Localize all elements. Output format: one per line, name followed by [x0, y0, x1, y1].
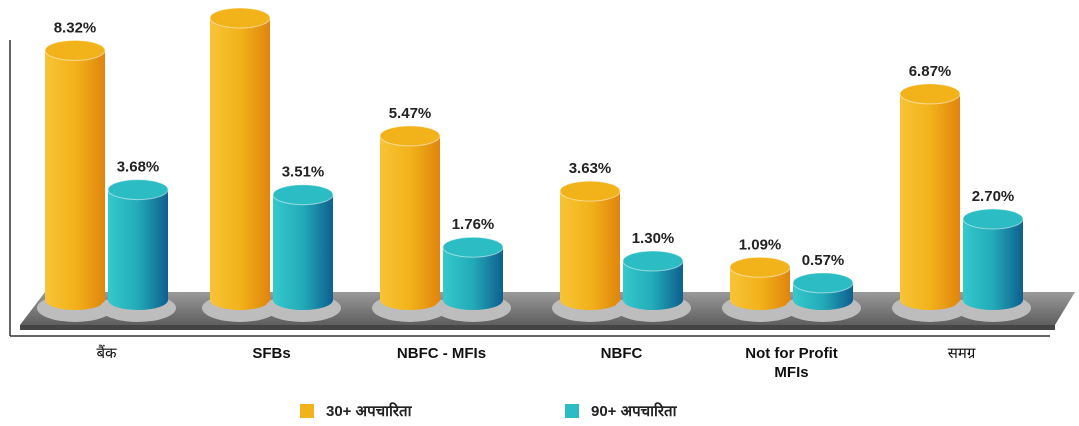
bar — [899, 83, 961, 310]
legend-label: 30+ अपचारिता — [326, 402, 413, 420]
bar-bottom — [793, 290, 853, 310]
value-label: 5.47% — [389, 105, 432, 122]
bar-top — [272, 184, 334, 206]
bar — [622, 250, 684, 310]
x-tick-label: Not for Profit MFIs — [745, 345, 838, 381]
bar — [44, 39, 106, 310]
x-tick-label: समग्र — [947, 345, 976, 362]
bar-bottom — [380, 290, 440, 310]
bar-bottom — [560, 290, 620, 310]
bar — [209, 7, 271, 310]
x-tick-label: NBFC - MFIs — [396, 345, 487, 362]
value-label: 0.57% — [802, 252, 845, 269]
bar-body — [900, 93, 960, 301]
value-label: 3.63% — [569, 160, 612, 177]
bar-body — [108, 189, 168, 300]
x-tick-label: NBFC — [600, 345, 643, 362]
bar — [379, 125, 441, 310]
bar-top — [107, 179, 169, 201]
bar-top — [44, 39, 106, 61]
bar — [559, 180, 621, 310]
x-tick-label: SFBs — [252, 345, 291, 362]
bar-bottom — [900, 290, 960, 310]
value-label: 8.32% — [54, 19, 97, 36]
value-label: 1.09% — [739, 236, 782, 253]
bar-bottom — [963, 290, 1023, 310]
bar-body — [963, 219, 1023, 300]
bar — [962, 208, 1024, 310]
bar-top — [379, 125, 441, 147]
bar-top — [442, 236, 504, 258]
x-tick-label: बैंक — [96, 345, 117, 362]
bar — [442, 236, 504, 310]
bar-bottom — [108, 290, 168, 310]
bar-body — [273, 194, 333, 300]
bar-body — [380, 135, 440, 300]
bar-top — [622, 250, 684, 272]
bar-bottom — [45, 290, 105, 310]
bar-bottom — [623, 290, 683, 310]
bar — [792, 272, 854, 310]
bar-body — [45, 50, 105, 301]
bar-bottom — [210, 290, 270, 310]
legend-label: 90+ अपचारिता — [591, 402, 678, 420]
value-label: 3.68% — [117, 159, 160, 176]
bar-top — [962, 208, 1024, 230]
bar-bottom — [273, 290, 333, 310]
bar-top — [559, 180, 621, 202]
legend-swatch — [300, 404, 314, 418]
value-label: 1.76% — [452, 216, 495, 233]
bar-bottom — [443, 290, 503, 310]
bar — [729, 256, 791, 310]
value-label: 6.87% — [909, 63, 952, 80]
bar-body — [560, 191, 620, 300]
bar — [107, 179, 169, 310]
bar-bottom — [730, 290, 790, 310]
bar-top — [729, 256, 791, 278]
bar-top — [792, 272, 854, 294]
value-label: 3.51% — [282, 164, 325, 181]
bar — [272, 184, 334, 310]
legend-swatch — [565, 404, 579, 418]
bar-top — [899, 83, 961, 105]
value-label: 2.70% — [972, 188, 1015, 205]
floor-edge — [20, 325, 1055, 330]
value-label: 1.30% — [632, 230, 675, 247]
bar-top — [209, 7, 271, 29]
bar-body — [210, 18, 270, 300]
